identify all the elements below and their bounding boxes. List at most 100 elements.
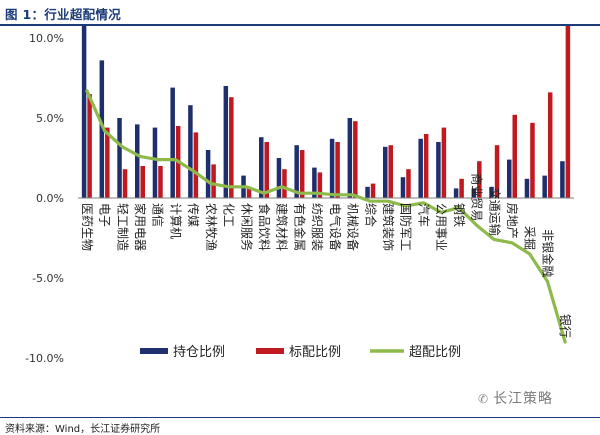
holding-bar: [312, 167, 317, 198]
watermark-text: 长江策略: [493, 391, 554, 407]
category-label: 传媒: [186, 203, 201, 227]
holding-bar: [400, 177, 406, 198]
category-label: 有色金属: [292, 203, 307, 251]
category-label: 家用电器: [133, 203, 148, 251]
holding-bar: [205, 150, 211, 198]
y-axis: 15.0%10.0%5.0%0.0%-5.0%-10.0%-15.0%: [25, 32, 64, 365]
holding-bar: [152, 127, 158, 198]
benchmark-bar: [193, 132, 199, 198]
category-label: 非银金融: [540, 229, 555, 277]
category-label: 房地产: [505, 203, 520, 239]
holding-bar: [489, 186, 494, 198]
category-label: 休闲服务: [239, 203, 254, 251]
holding-bar: [294, 145, 299, 198]
y-tick-label: -5.0%: [32, 272, 64, 285]
holding-bar: [507, 159, 512, 198]
holding-bar: [542, 175, 547, 198]
overweight-chart: 15.0%10.0%5.0%0.0%-5.0%-10.0%-15.0% 医药生物…: [25, 26, 574, 365]
holding-bar: [365, 186, 370, 198]
legend-benchmark-label: 标配比例: [289, 345, 341, 360]
category-label: 综合: [363, 203, 378, 227]
holding-bar: [436, 142, 441, 198]
benchmark-bar: [87, 94, 92, 198]
overweight-line-group: [85, 89, 567, 344]
benchmark-bar: [494, 145, 500, 198]
benchmark-bar: [335, 142, 340, 198]
category-label: 交通运输: [487, 188, 502, 236]
watermark: ✆ 长江策略: [478, 388, 553, 408]
y-tick-label: 0.0%: [36, 192, 64, 205]
benchmark-bar: [140, 166, 145, 198]
title-divider: [0, 24, 600, 26]
y-tick-label: 5.0%: [36, 112, 64, 125]
benchmark-bar: [122, 169, 128, 198]
benchmark-bar: [264, 142, 269, 198]
category-label: 化工: [222, 203, 236, 227]
x-axis-labels: 医药生物 电子 轻工制造 家用电器 通信 计算机 传媒 农林牧渔 化工 休闲服务 食品饮料 建筑材料有…: [80, 173, 572, 338]
holding-bar: [418, 138, 423, 198]
category-label: 通信: [151, 203, 165, 227]
benchmark-bar: [317, 172, 323, 198]
holding-bar: [383, 146, 388, 198]
benchmark-bar: [299, 150, 305, 198]
holding-bar: [453, 188, 459, 198]
holding-bar: [560, 161, 565, 198]
overweight-line: [85, 89, 567, 344]
y-tick-label: 10.0%: [29, 32, 64, 45]
holding-bar: [471, 188, 477, 198]
benchmark-bar: [406, 169, 411, 198]
benchmark-bar: [353, 121, 358, 198]
category-label: 钢铁: [452, 203, 466, 227]
holding-bar: [99, 60, 105, 199]
category-label: 电子: [98, 203, 112, 227]
benchmark-bar: [441, 127, 447, 198]
category-label: 公用事业: [434, 203, 448, 251]
benchmark-bar: [370, 183, 376, 198]
benchmark-bar: [547, 92, 553, 198]
wechat-icon: ✆: [478, 392, 490, 406]
benchmark-bar: [282, 169, 287, 198]
category-label: 国防军工: [399, 203, 414, 251]
benchmark-bar: [459, 178, 464, 198]
holding-bar: [170, 87, 175, 198]
benchmark-bar: [105, 127, 110, 198]
benchmark-bar: [211, 164, 216, 198]
footer-divider: [0, 417, 600, 418]
benchmark-bar: [530, 122, 535, 198]
benchmark-bar: [158, 166, 163, 198]
source-note: 资料来源：Wind，长江证券研究所: [5, 424, 161, 435]
category-label: 汽车: [416, 203, 431, 227]
legend-holding-swatch: [140, 348, 168, 354]
holding-bar: [259, 137, 264, 198]
category-label: 医药生物: [80, 203, 94, 251]
benchmark-bar: [512, 114, 517, 198]
holding-bar: [524, 178, 530, 198]
bars-group: [78, 26, 574, 199]
chart-title: 图 1：行业超配情况: [5, 7, 122, 22]
benchmark-bar: [565, 26, 571, 199]
holding-bar: [117, 118, 122, 198]
category-label: 农林牧渔: [204, 203, 218, 251]
holding-bar: [223, 86, 229, 198]
category-label: 采掘: [523, 226, 538, 250]
category-label: 建筑材料: [275, 203, 290, 251]
holding-bar: [347, 118, 353, 198]
category-label: 轻工制造: [115, 203, 129, 251]
holding-bar: [188, 105, 193, 198]
category-label: 商业贸易: [470, 173, 485, 221]
benchmark-bar: [477, 161, 482, 198]
legend-holding-label: 持仓比例: [173, 345, 225, 360]
category-label: 食品饮料: [257, 203, 272, 251]
benchmark-bar: [229, 97, 234, 198]
holding-bar: [135, 124, 140, 198]
legend-overweight-label: 超配比例: [409, 345, 461, 360]
holding-bar: [81, 26, 87, 198]
category-label: 银行: [558, 314, 572, 338]
benchmark-bar: [388, 145, 393, 198]
category-label: 建筑装饰: [381, 203, 396, 251]
holding-bar: [276, 158, 282, 198]
legend-benchmark-swatch: [256, 348, 284, 354]
category-label: 纺织服装: [310, 203, 324, 251]
legend: 持仓比例 标配比例 超配比例: [140, 345, 461, 360]
y-tick-label: -10.0%: [25, 352, 64, 365]
